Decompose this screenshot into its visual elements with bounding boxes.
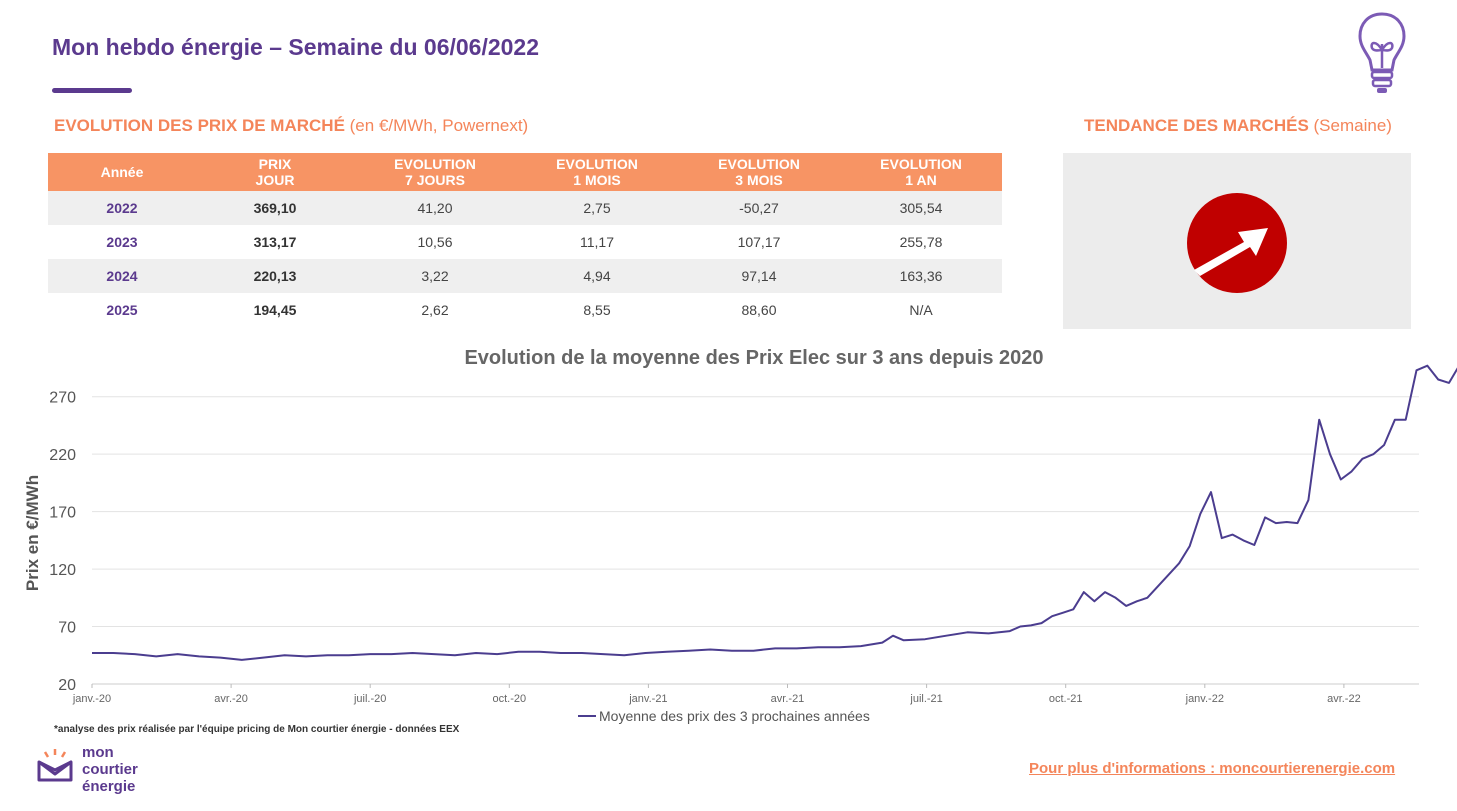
x-tick-label: janv.-22 <box>1185 693 1224 705</box>
day-price-cell: 369,10 <box>196 191 354 225</box>
x-tick-label: oct.-21 <box>1049 693 1083 705</box>
x-tick-label: juil.-21 <box>909 693 942 705</box>
y-tick-label: 70 <box>58 620 76 637</box>
evolution-7d-cell: 41,20 <box>354 191 516 225</box>
year-cell: 2024 <box>48 259 196 293</box>
market-trend-heading: TENDANCE DES MARCHÉS (Semaine) <box>1084 116 1392 135</box>
x-tick-label: oct.-20 <box>492 693 526 705</box>
evolution-3m-cell: 88,60 <box>741 302 777 318</box>
chart-legend: Moyenne des prix des 3 prochaines années <box>578 708 870 724</box>
y-tick-label: 220 <box>49 447 76 464</box>
x-tick-label: janv.-20 <box>72 693 111 705</box>
title-underline <box>52 88 132 93</box>
table-row: 2024 220,13 3,22 4,94 97,14 163,36 <box>48 259 1002 293</box>
evolution-1y-cell: 163,36 <box>840 259 1002 293</box>
column-header: PRIX JOUR <box>196 153 354 191</box>
x-tick-label: avr.-21 <box>771 693 805 705</box>
market-prices-heading: EVOLUTION DES PRIX DE MARCHÉ (en €/MWh, … <box>54 116 529 135</box>
evolution-7d-cell: 3,22 <box>354 259 516 293</box>
column-header: EVOLUTION 1 MOIS <box>516 153 678 191</box>
x-tick-label: janv.-21 <box>628 693 667 705</box>
table-row: 2022 369,10 41,20 2,75 -50,27 305,54 <box>48 191 1002 225</box>
day-price-cell: 220,13 <box>196 259 354 293</box>
footnote: *analyse des prix réalisée par l'équipe … <box>54 724 460 735</box>
arrow-up-right-icon <box>1187 193 1287 293</box>
legend-label: Moyenne des prix des 3 prochaines années <box>599 708 870 724</box>
evolution-7d-cell: 2,62 <box>421 302 449 318</box>
column-header: EVOLUTION 7 JOURS <box>354 153 516 191</box>
column-header: Année <box>48 153 196 191</box>
column-header: EVOLUTION 3 MOIS <box>678 153 840 191</box>
y-tick-label: 20 <box>58 677 76 694</box>
x-tick-label: avr.-20 <box>214 693 248 705</box>
evolution-1m-cell: 8,55 <box>583 302 611 318</box>
more-info-link[interactable]: Pour plus d'informations : moncourtieren… <box>1029 760 1396 777</box>
table-row: 2025 194,45 2,62 8,55 88,60 N/A <box>48 293 1002 327</box>
y-tick-label: 170 <box>49 505 76 522</box>
evolution-1y-cell: 255,78 <box>899 234 943 250</box>
price-line-chart: Evolution de la moyenne des Prix Elec su… <box>23 347 1457 724</box>
evolution-7d-cell: 10,56 <box>417 234 453 250</box>
y-axis-label: Prix en €/MWh <box>23 475 42 591</box>
lightbulb-icon <box>1358 12 1406 93</box>
day-price-cell: 313,17 <box>253 234 297 250</box>
logo-wordmark: mon courtier énergie <box>82 744 138 795</box>
chart-title: Evolution de la moyenne des Prix Elec su… <box>464 347 1043 369</box>
evolution-1y-cell: N/A <box>909 302 933 318</box>
evolution-1m-cell: 11,17 <box>580 234 614 250</box>
table-row: 2023 313,17 10,56 11,17 107,17 255,78 <box>48 225 1002 259</box>
series-line <box>92 364 1457 661</box>
logo-line: courtier <box>82 761 138 778</box>
year-cell: 2022 <box>48 191 196 225</box>
evolution-1m-cell: 2,75 <box>516 191 678 225</box>
page-title: Mon hebdo énergie – Semaine du 06/06/202… <box>52 34 540 60</box>
logo-line: mon <box>82 744 114 761</box>
evolution-3m-cell: 97,14 <box>678 259 840 293</box>
y-tick-label: 120 <box>49 562 76 579</box>
evolution-3m-cell: -50,27 <box>678 191 840 225</box>
logo-line: énergie <box>82 778 136 795</box>
evolution-1y-cell: 305,54 <box>840 191 1002 225</box>
mon-courtier-logo-icon <box>37 749 73 782</box>
evolution-1m-cell: 4,94 <box>516 259 678 293</box>
evolution-3m-cell: 107,17 <box>737 234 781 250</box>
x-tick-label: avr.-22 <box>1327 693 1361 705</box>
day-price-cell: 194,45 <box>253 302 297 318</box>
market-prices-table: Année PRIX JOUR EVOLUTION 7 JOURS EVOLUT… <box>48 153 1002 327</box>
year-cell: 2023 <box>106 234 138 250</box>
table-header-row: Année PRIX JOUR EVOLUTION 7 JOURS EVOLUT… <box>48 153 1002 191</box>
y-tick-label: 270 <box>49 390 76 407</box>
year-cell: 2025 <box>106 302 138 318</box>
x-tick-label: juil.-20 <box>353 693 386 705</box>
column-header: EVOLUTION 1 AN <box>840 153 1002 191</box>
